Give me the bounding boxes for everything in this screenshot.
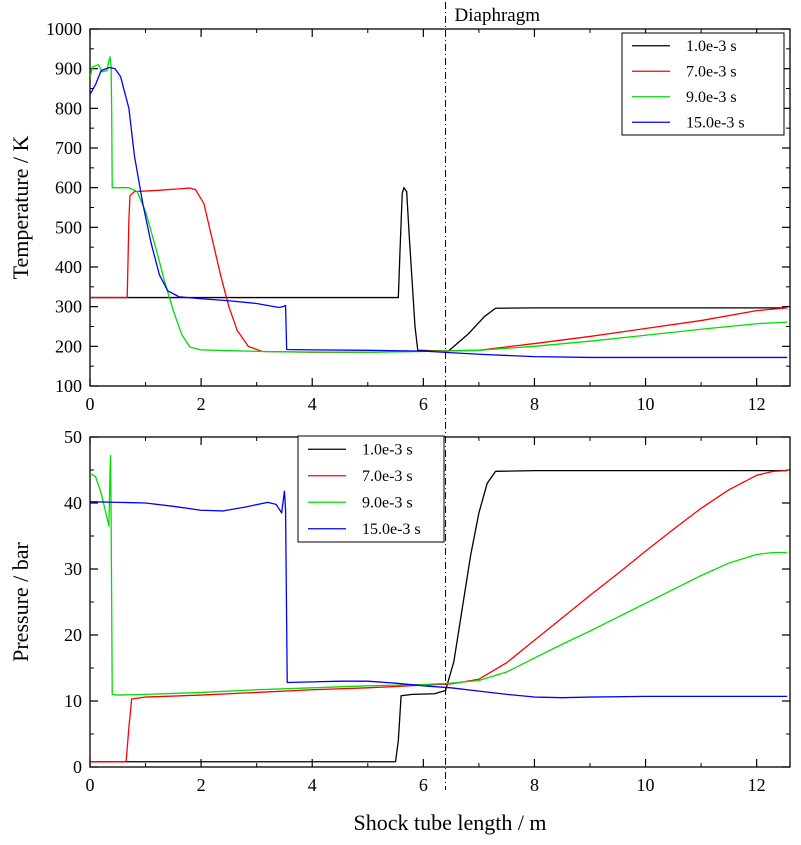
pressure-x-tick-label: 12 bbox=[748, 775, 766, 795]
temperature-series-line-4 bbox=[90, 66, 788, 359]
temperature-x-tick-label: 8 bbox=[530, 394, 539, 414]
pressure-y-tick-label: 0 bbox=[73, 757, 82, 777]
pressure-x-tick-label: 10 bbox=[637, 775, 655, 795]
temperature-series-line-3 bbox=[90, 56, 788, 353]
temperature-y-tick-label: 300 bbox=[55, 297, 82, 317]
pressure-series-line-4 bbox=[90, 490, 788, 699]
temperature-y-tick-label: 800 bbox=[55, 98, 82, 118]
temperature-x-tick-label: 2 bbox=[197, 394, 206, 414]
temperature-series-line-2 bbox=[90, 187, 788, 353]
pressure-x-tick-label: 4 bbox=[308, 775, 317, 795]
temperature-y-tick-label: 600 bbox=[55, 178, 82, 198]
pressure-y-tick-label: 20 bbox=[64, 625, 82, 645]
pressure-legend: 1.0e-3 s 7.0e-3 s 9.0e-3 s 15.0e-3 s bbox=[297, 435, 445, 543]
temperature-legend-label-4: 15.0e-3 s bbox=[686, 114, 745, 131]
pressure-x-tick-label: 8 bbox=[530, 775, 539, 795]
pressure-legend-label-3: 9.0e-3 s bbox=[362, 494, 413, 511]
temperature-y-tick-label: 400 bbox=[55, 257, 82, 277]
pressure-x-tick-label: 0 bbox=[86, 775, 95, 795]
pressure-series-line-1 bbox=[90, 470, 788, 763]
pressure-y-tick-label: 10 bbox=[64, 691, 82, 711]
temperature-y-tick-label: 1000 bbox=[46, 19, 82, 39]
pressure-y-tick-label: 40 bbox=[64, 493, 82, 513]
diaphragm-label: Diaphragm bbox=[455, 5, 541, 26]
temperature-panel: 0 2 4 6 8 10 12 100 200 300 400 500 600 700 800 900 1000… bbox=[8, 19, 791, 414]
temperature-x-tick-label: 0 bbox=[86, 394, 95, 414]
temperature-y-tick-label: 700 bbox=[55, 138, 82, 158]
pressure-x-tick-label: 6 bbox=[419, 775, 428, 795]
pressure-legend-label-1: 1.0e-3 s bbox=[362, 441, 413, 458]
temperature-legend-label-2: 7.0e-3 s bbox=[686, 63, 737, 80]
pressure-legend-label-4: 15.0e-3 s bbox=[362, 521, 421, 538]
temperature-y-tick-label: 200 bbox=[55, 336, 82, 356]
pressure-legend-label-2: 7.0e-3 s bbox=[362, 468, 413, 485]
temperature-x-tick-label: 4 bbox=[308, 394, 317, 414]
temperature-y-tick-label: 100 bbox=[55, 376, 82, 396]
diaphragm-layer: Diaphragm bbox=[445, 2, 541, 790]
pressure-y-tick-label: 50 bbox=[64, 427, 82, 447]
pressure-x-tick-label: 2 bbox=[197, 775, 206, 795]
temperature-x-tick-label: 10 bbox=[637, 394, 655, 414]
pressure-series-line-3 bbox=[90, 454, 788, 696]
pressure-x-axis-label: Shock tube length / m bbox=[353, 810, 546, 835]
temperature-legend-label-3: 9.0e-3 s bbox=[686, 89, 737, 106]
temperature-y-tick-label: 500 bbox=[55, 217, 82, 237]
temperature-x-tick-label: 12 bbox=[748, 394, 766, 414]
temperature-legend: 1.0e-3 s 7.0e-3 s 9.0e-3 s 15.0e-3 s bbox=[621, 32, 785, 136]
pressure-y-tick-label: 30 bbox=[64, 559, 82, 579]
pressure-y-axis-label: Pressure / bar bbox=[8, 541, 33, 661]
pressure-panel: 0 2 4 6 8 10 12 0 10 20 30 40 50 Pressure / bar Shock … bbox=[8, 427, 791, 835]
temperature-legend-label-1: 1.0e-3 s bbox=[686, 38, 737, 55]
temperature-series-line-1 bbox=[90, 187, 788, 352]
temperature-y-axis-label: Temperature / K bbox=[8, 135, 33, 279]
temperature-y-tick-label: 900 bbox=[55, 59, 82, 79]
temperature-x-tick-label: 6 bbox=[419, 394, 428, 414]
pressure-series-line-2 bbox=[90, 470, 788, 763]
pressure-legend-box bbox=[297, 435, 445, 543]
temperature-legend-box bbox=[621, 32, 785, 136]
